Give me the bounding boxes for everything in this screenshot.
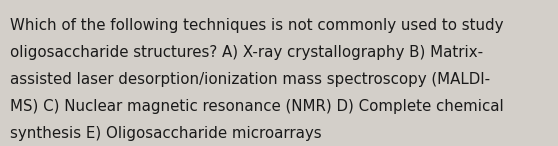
Text: oligosaccharide structures? A) X-ray crystallography B) Matrix-: oligosaccharide structures? A) X-ray cry…: [10, 45, 483, 60]
Text: Which of the following techniques is not commonly used to study: Which of the following techniques is not…: [10, 18, 503, 33]
Text: synthesis E) Oligosaccharide microarrays: synthesis E) Oligosaccharide microarrays: [10, 126, 321, 141]
Text: MS) C) Nuclear magnetic resonance (NMR) D) Complete chemical: MS) C) Nuclear magnetic resonance (NMR) …: [10, 99, 504, 114]
Text: assisted laser desorption/ionization mass spectroscopy (MALDI-: assisted laser desorption/ionization mas…: [10, 72, 490, 87]
